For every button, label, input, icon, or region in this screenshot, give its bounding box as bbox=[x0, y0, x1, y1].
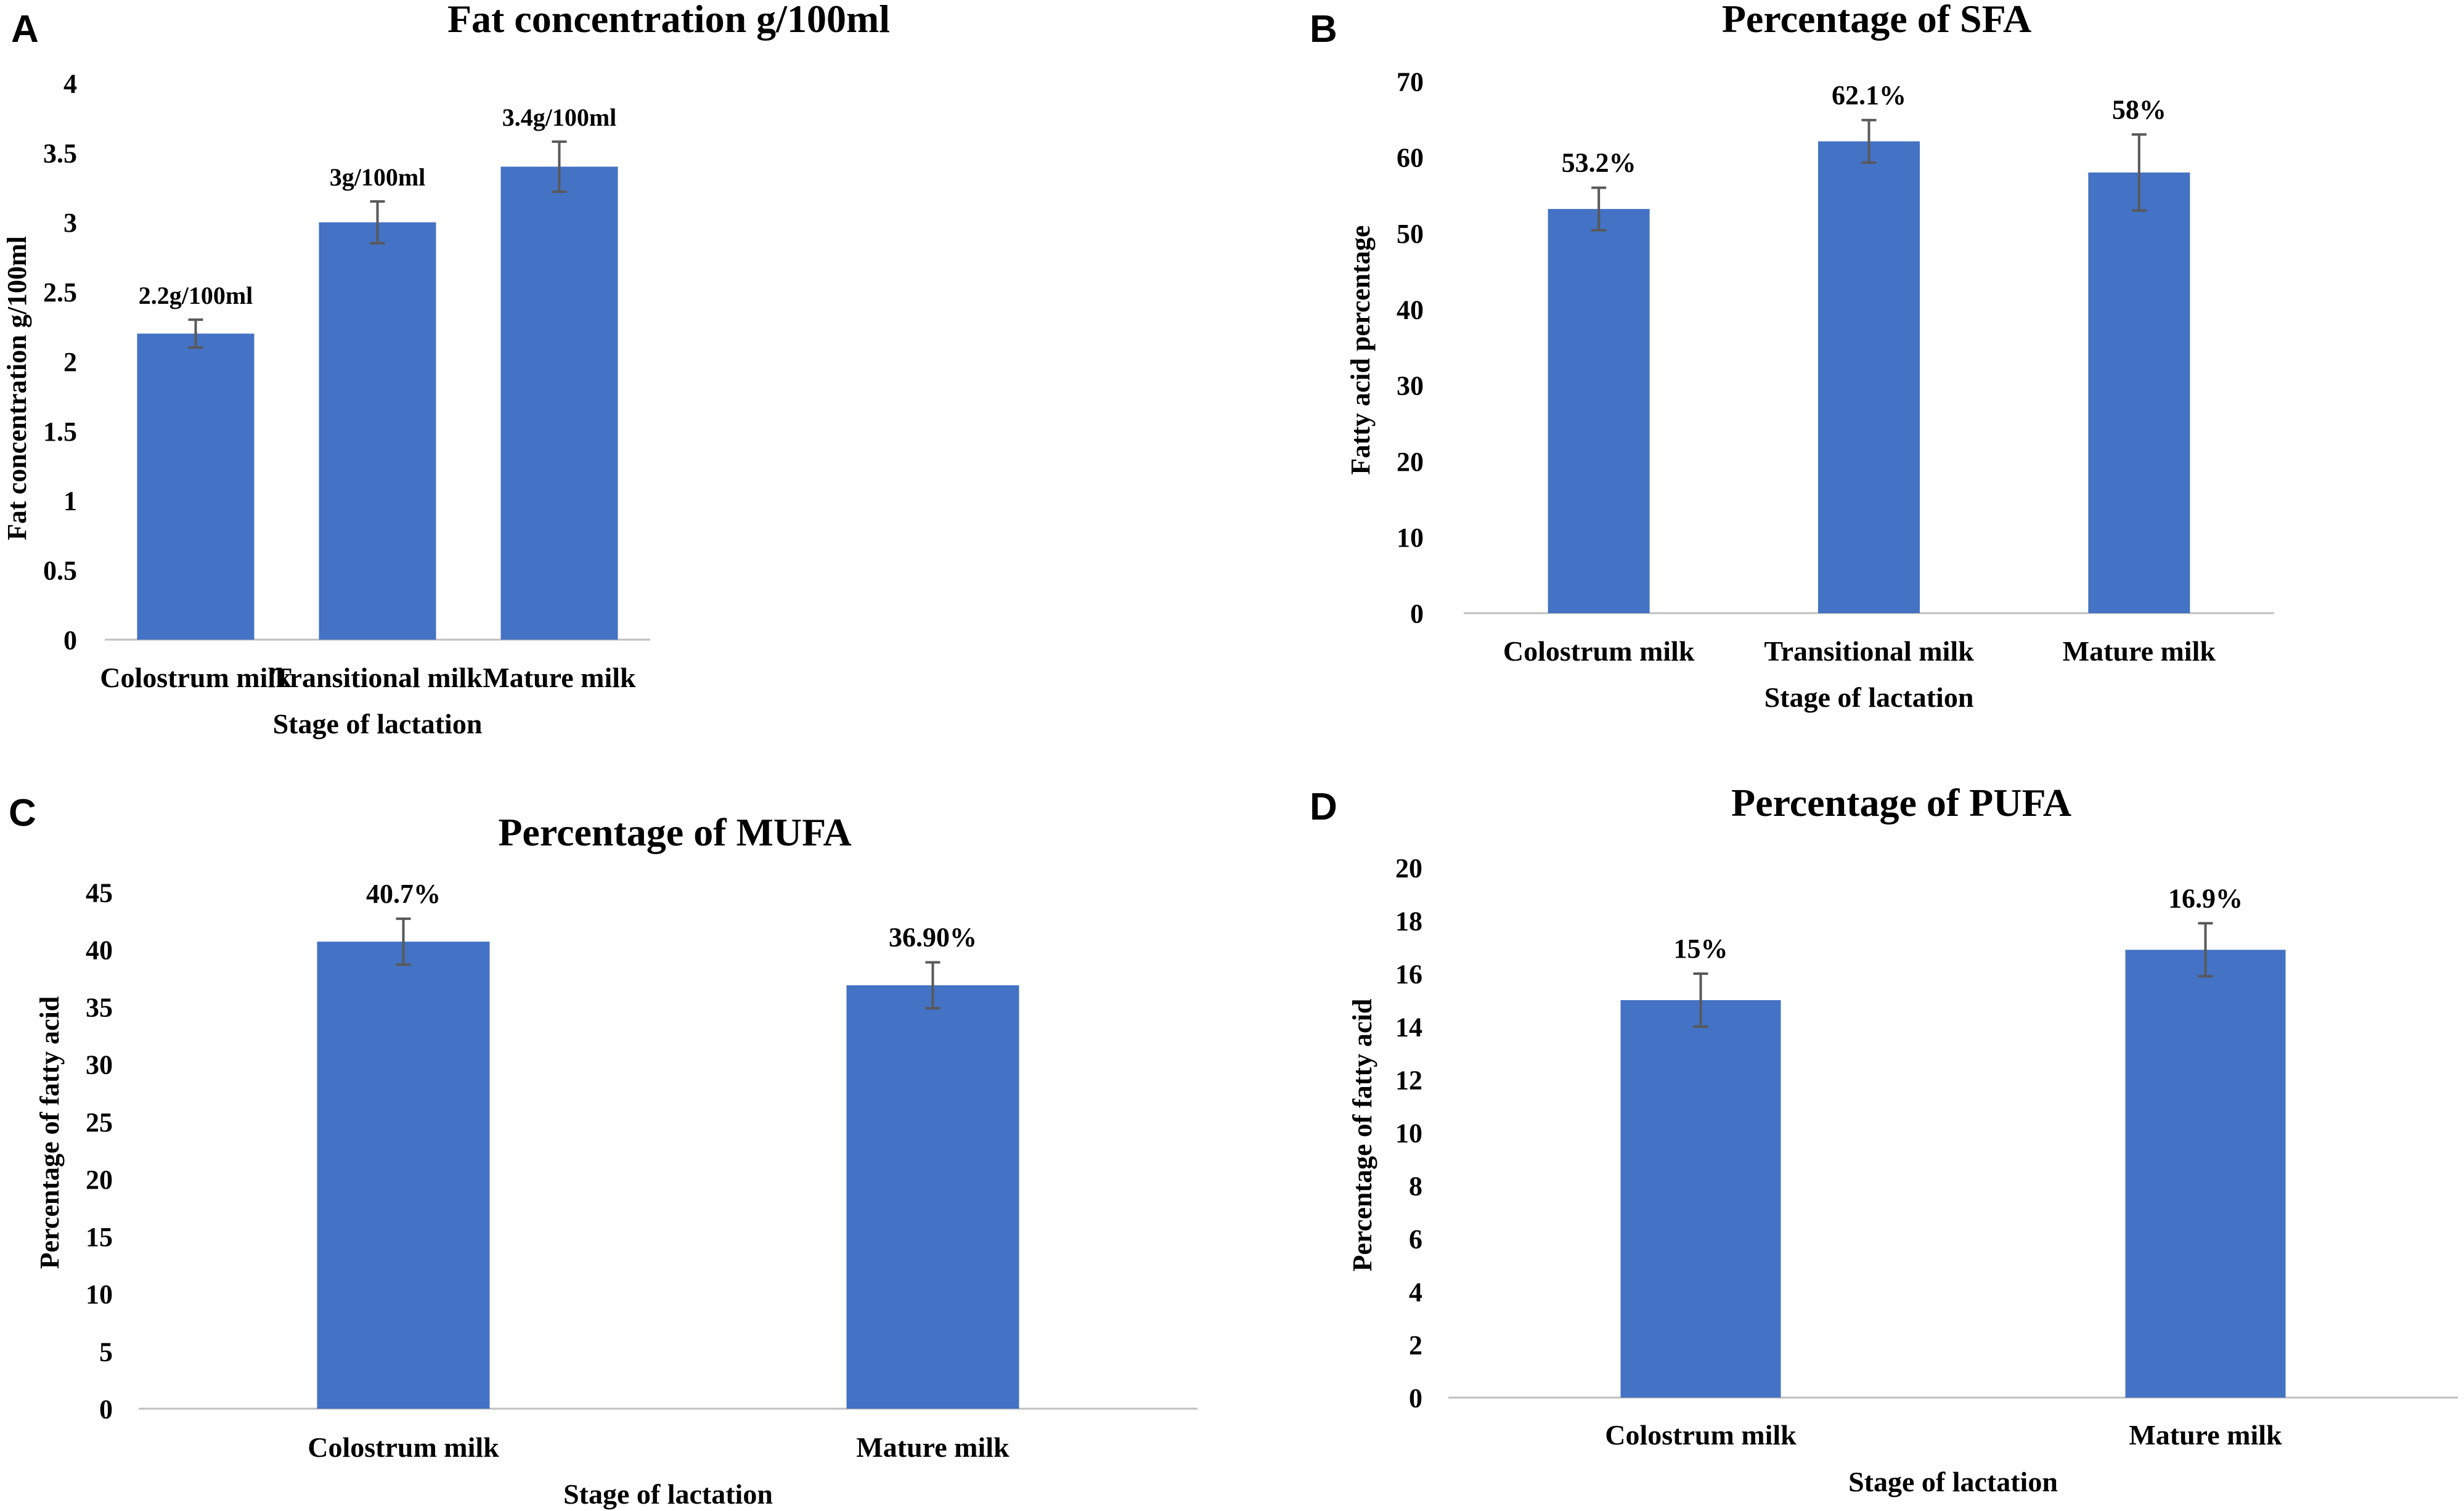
y-tick-label-c-7: 35 bbox=[86, 993, 113, 1023]
error-bar-d-0 bbox=[1693, 972, 1708, 1028]
chart-title-c: Percentage of MUFA bbox=[498, 810, 851, 854]
y-tick-label-c-8: 40 bbox=[86, 935, 113, 966]
y-tick-label-d-5: 10 bbox=[1395, 1118, 1422, 1148]
y-tick-label-a-6: 3 bbox=[63, 208, 77, 238]
panel-letter-c: C bbox=[9, 792, 36, 834]
y-tick-label-c-2: 10 bbox=[86, 1279, 113, 1309]
x-axis-title-b: Stage of lactation bbox=[1764, 682, 1974, 713]
y-tick-label-d-9: 18 bbox=[1395, 906, 1422, 936]
panel-a: A Fat concentration g/100ml 0 0.5 1 1.5 2 2.5 3 3… bbox=[2, 0, 890, 739]
y-tick-label-b-2: 20 bbox=[1397, 447, 1424, 477]
y-tick-label-d-6: 12 bbox=[1395, 1065, 1422, 1095]
y-tick-label-d-4: 8 bbox=[1409, 1171, 1422, 1201]
chart-title-b: Percentage of SFA bbox=[1722, 0, 2031, 41]
y-tick-label-c-1: 5 bbox=[99, 1337, 113, 1367]
panel-d: D Percentage of PUFA 0 2 4 6 8 10 12 14 16 18 20 15% C… bbox=[1310, 781, 2458, 1497]
x-category-label-d-1: Mature milk bbox=[2129, 1419, 2282, 1451]
y-tick-label-d-8: 16 bbox=[1395, 959, 1422, 989]
y-tick-label-c-4: 20 bbox=[86, 1165, 113, 1195]
y-axis-title-a: Fat concentration g/100ml bbox=[2, 236, 32, 540]
x-category-label-a-0: Colostrum milk bbox=[100, 662, 292, 693]
y-tick-label-d-0: 0 bbox=[1409, 1383, 1422, 1413]
bar-a-0 bbox=[137, 333, 255, 640]
error-bar-a-1 bbox=[370, 200, 385, 245]
y-tick-label-a-7: 3.5 bbox=[43, 138, 77, 168]
y-tick-label-b-1: 10 bbox=[1397, 523, 1424, 553]
y-tick-label-b-7: 70 bbox=[1397, 67, 1424, 97]
data-label-b-0: 53.2% bbox=[1562, 148, 1636, 178]
y-tick-label-c-6: 30 bbox=[86, 1050, 113, 1080]
panel-letter-b: B bbox=[1310, 8, 1337, 51]
y-tick-label-b-4: 40 bbox=[1397, 295, 1424, 325]
bar-a-1 bbox=[319, 222, 436, 640]
panel-b: B Percentage of SFA 0 10 20 30 40 50 60 70 53.2% Co… bbox=[1310, 0, 2274, 713]
y-tick-label-b-0: 0 bbox=[1410, 598, 1424, 629]
bar-d-0 bbox=[1620, 1000, 1781, 1398]
y-tick-label-a-2: 1 bbox=[63, 486, 77, 516]
x-category-label-a-1: Transitional milk bbox=[272, 662, 483, 693]
y-tick-label-c-5: 25 bbox=[86, 1107, 113, 1138]
y-tick-label-a-8: 4 bbox=[63, 68, 77, 99]
error-bar-a-2 bbox=[552, 140, 567, 193]
error-bar-b-2 bbox=[2131, 133, 2147, 212]
bar-b-2 bbox=[2088, 172, 2190, 613]
data-label-a-1: 3g/100ml bbox=[330, 163, 426, 191]
bar-b-0 bbox=[1548, 209, 1650, 613]
y-tick-label-a-1: 0.5 bbox=[43, 556, 77, 586]
y-axis-title-b: Fatty acid percentage bbox=[1345, 226, 1376, 475]
y-tick-label-c-9: 45 bbox=[86, 878, 113, 908]
data-label-a-2: 3.4g/100ml bbox=[502, 104, 617, 131]
x-category-label-c-0: Colostrum milk bbox=[308, 1432, 499, 1463]
x-category-label-b-2: Mature milk bbox=[2063, 635, 2216, 667]
x-category-label-d-0: Colostrum milk bbox=[1605, 1419, 1797, 1451]
bar-a-2 bbox=[500, 166, 618, 640]
bar-b-1 bbox=[1818, 141, 1920, 613]
x-category-label-b-1: Transitional milk bbox=[1764, 635, 1974, 667]
y-tick-label-b-5: 50 bbox=[1397, 219, 1424, 249]
y-axis-title-c: Percentage of fatty acid bbox=[35, 996, 65, 1269]
bar-c-1 bbox=[846, 985, 1019, 1409]
bar-c-0 bbox=[317, 942, 490, 1409]
error-bar-a-0 bbox=[188, 318, 203, 349]
panel-letter-a: A bbox=[11, 8, 39, 51]
panel-c: C Percentage of MUFA 0 5 10 15 20 25 30 35 40 45 40.… bbox=[9, 792, 1197, 1510]
error-bar-d-1 bbox=[2198, 922, 2213, 978]
x-axis-title-d: Stage of lactation bbox=[1848, 1466, 2058, 1497]
y-tick-label-b-6: 60 bbox=[1397, 143, 1424, 173]
data-label-b-2: 58% bbox=[2112, 94, 2166, 124]
y-tick-label-d-10: 20 bbox=[1395, 853, 1422, 883]
y-tick-label-a-4: 2 bbox=[63, 347, 77, 377]
bar-d-1 bbox=[2125, 950, 2286, 1398]
data-label-d-0: 15% bbox=[1674, 934, 1728, 964]
y-tick-label-c-3: 15 bbox=[86, 1222, 113, 1252]
error-bar-b-1 bbox=[1861, 118, 1877, 164]
y-tick-label-a-0: 0 bbox=[63, 625, 77, 655]
error-bar-b-0 bbox=[1591, 186, 1607, 232]
y-tick-label-c-0: 0 bbox=[99, 1394, 113, 1424]
x-axis-title-a: Stage of lactation bbox=[273, 708, 483, 739]
data-label-a-0: 2.2g/100ml bbox=[139, 282, 253, 309]
error-bar-c-1 bbox=[925, 961, 940, 1010]
data-label-c-1: 36.90% bbox=[889, 922, 977, 953]
y-tick-label-a-3: 1.5 bbox=[43, 417, 77, 447]
y-tick-label-d-2: 4 bbox=[1409, 1277, 1422, 1307]
data-label-c-0: 40.7% bbox=[366, 879, 441, 909]
y-tick-label-a-5: 2.5 bbox=[43, 277, 77, 307]
chart-title-a: Fat concentration g/100ml bbox=[447, 0, 890, 41]
data-label-d-1: 16.9% bbox=[2168, 883, 2243, 913]
x-category-label-b-0: Colostrum milk bbox=[1503, 635, 1695, 667]
x-category-label-a-2: Mature milk bbox=[483, 662, 636, 693]
data-label-b-1: 62.1% bbox=[1832, 80, 1906, 110]
chart-title-d: Percentage of PUFA bbox=[1731, 781, 2071, 825]
y-tick-label-d-1: 2 bbox=[1409, 1330, 1422, 1360]
x-category-label-c-1: Mature milk bbox=[856, 1432, 1010, 1463]
y-tick-label-d-7: 14 bbox=[1395, 1012, 1422, 1042]
y-tick-label-b-3: 30 bbox=[1397, 371, 1424, 401]
x-axis-title-c: Stage of lactation bbox=[563, 1478, 773, 1510]
panel-letter-d: D bbox=[1310, 786, 1337, 828]
error-bar-c-0 bbox=[396, 917, 411, 966]
y-tick-label-d-3: 6 bbox=[1409, 1224, 1422, 1254]
y-axis-title-d: Percentage of fatty acid bbox=[1347, 999, 1377, 1272]
